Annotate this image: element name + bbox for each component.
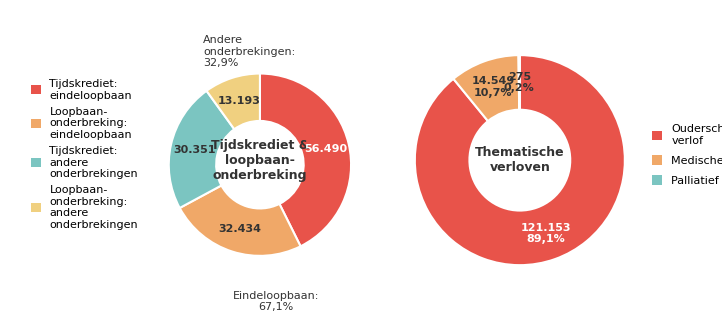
Legend: Ouderschaps-
verlof, Medische bijstand, Palliatief verlof: Ouderschaps- verlof, Medische bijstand, …	[653, 124, 722, 186]
Legend: Tijdskrediet:
eindeloopbaan, Loopbaan-
onderbreking:
eindeloopbaan, Tijdskrediet: Tijdskrediet: eindeloopbaan, Loopbaan- o…	[30, 79, 138, 230]
Wedge shape	[453, 55, 519, 121]
Text: 13.193: 13.193	[218, 95, 261, 106]
Text: 14.549
10,7%: 14.549 10,7%	[471, 76, 515, 98]
Text: 32.434: 32.434	[218, 224, 261, 234]
Wedge shape	[180, 186, 300, 256]
Wedge shape	[518, 55, 520, 110]
Wedge shape	[415, 55, 625, 265]
Text: 30.351: 30.351	[173, 145, 215, 154]
Text: 56.490: 56.490	[304, 144, 347, 154]
Wedge shape	[206, 73, 260, 129]
Text: 275
0,2%: 275 0,2%	[504, 72, 535, 93]
Wedge shape	[260, 73, 351, 246]
Text: Eindeloopbaan:
67,1%: Eindeloopbaan: 67,1%	[233, 290, 320, 312]
Wedge shape	[169, 91, 235, 208]
Text: Andere
onderbrekingen:
32,9%: Andere onderbrekingen: 32,9%	[204, 35, 295, 68]
Text: Thematische
verloven: Thematische verloven	[475, 146, 565, 174]
Text: 121.153
89,1%: 121.153 89,1%	[521, 223, 571, 244]
Text: Tijdskrediet &
loopbaan-
onderbreking: Tijdskrediet & loopbaan- onderbreking	[211, 139, 309, 181]
